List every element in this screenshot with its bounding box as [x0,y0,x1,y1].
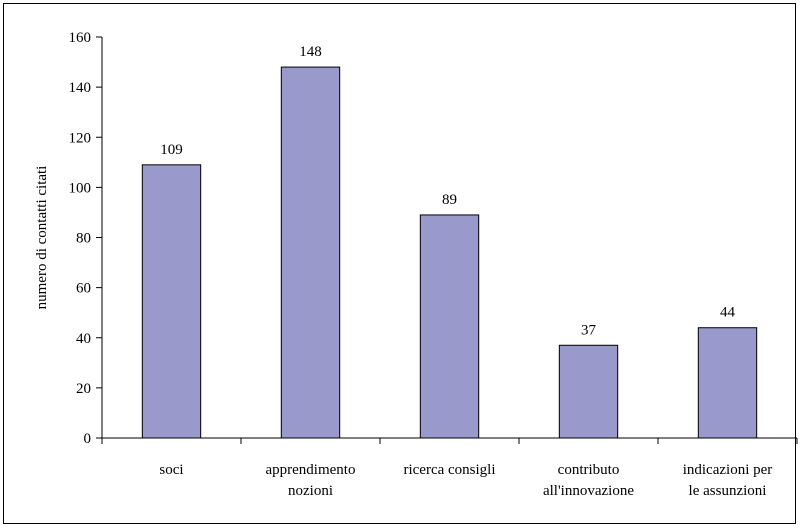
x-axis-ticks [101,438,798,444]
y-axis-title-group: numero di contatti citati [34,166,50,310]
category-label: soci [159,462,183,478]
category-labels: soci apprendimento nozioni ricerca consigli… [159,462,772,499]
y-tick-label: 60 [76,281,91,297]
y-tick-label: 160 [69,30,92,46]
y-tick-label: 140 [69,80,92,96]
y-axis-ticks: 0 20 40 60 80 100 120 140 160 [69,30,102,447]
data-label: 89 [442,192,457,208]
chart-frame [3,3,796,524]
bar [141,164,202,439]
bar [697,327,758,439]
category-label: indicazioni per le assunzioni [683,462,773,499]
category-label-line: indicazioni per [683,462,773,478]
category-label-line: ricerca consigli [403,462,495,478]
y-axis-title: numero di contatti citati [34,166,50,310]
bars [141,66,758,439]
y-tick-label: 120 [69,130,92,146]
data-label: 44 [720,305,736,321]
y-tick-label: 100 [69,180,92,196]
category-label: ricerca consigli [403,462,495,478]
category-label-line: le assunzioni [689,483,767,499]
category-label-line: all'innovazione [543,483,634,499]
category-label-line: nozioni [288,483,333,499]
y-tick-label: 0 [84,431,92,447]
category-label-line: soci [159,462,183,478]
y-tick-label: 80 [76,231,91,247]
data-labels: 109 148 89 37 44 [160,44,735,338]
bar [280,66,341,439]
data-label: 109 [160,142,183,158]
bar [558,344,619,439]
data-label: 148 [299,44,322,60]
category-label-line: contributo [558,462,620,478]
category-label: apprendimento nozioni [266,462,356,499]
data-label: 37 [581,322,597,338]
y-tick-label: 20 [76,381,91,397]
bar [419,214,480,439]
category-label-line: apprendimento [266,462,356,478]
category-label: contributo all'innovazione [543,462,634,499]
y-tick-label: 40 [76,331,91,347]
